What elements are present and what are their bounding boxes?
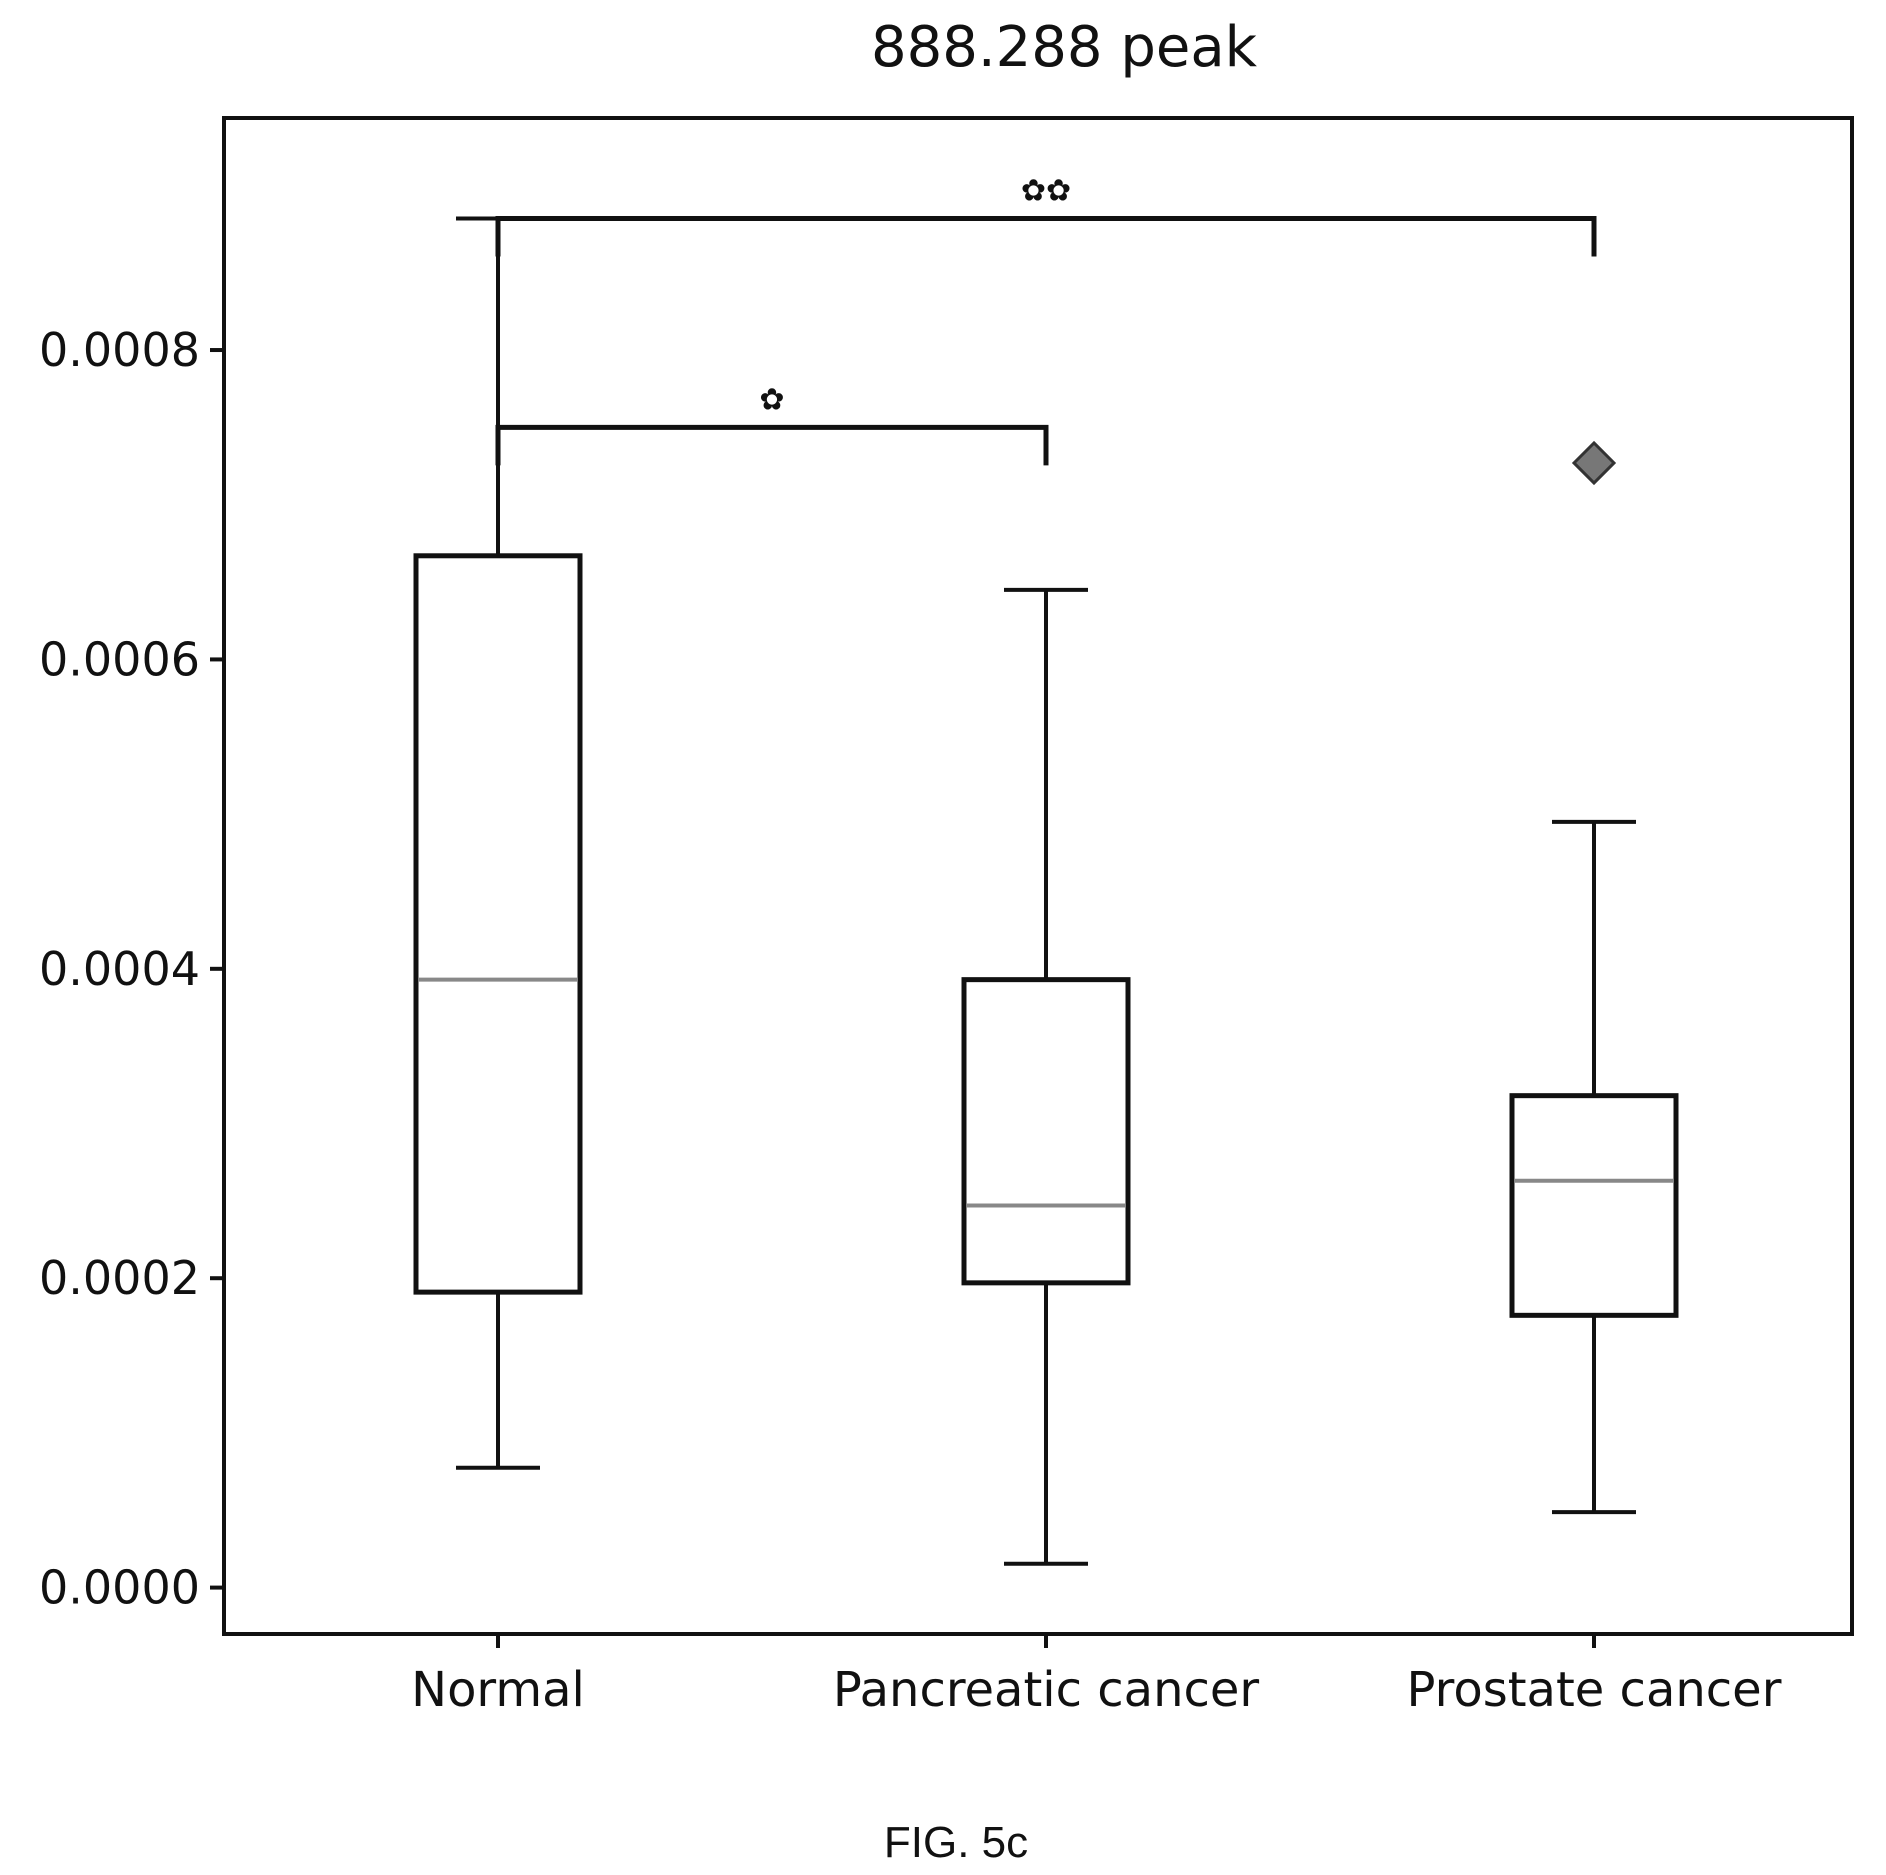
y-tick-label: 0.0004 — [39, 942, 200, 996]
significance-bracket: ✿✿ — [495, 174, 1597, 257]
y-tick-label: 0.0000 — [39, 1561, 200, 1615]
y-tick-label: 0.0002 — [39, 1251, 200, 1305]
bracket-line — [495, 216, 1597, 257]
figure-caption: FIG. 5c — [884, 1818, 1028, 1867]
y-axis: 0.0000 0.0002 0.0004 0.0006 0.0008 — [39, 323, 224, 1615]
box-group — [1509, 440, 1679, 1515]
box-group — [961, 587, 1131, 1566]
x-tick-label: Normal — [411, 1662, 585, 1718]
significance-brackets: ✿✿✿ — [495, 174, 1597, 466]
significance-bracket: ✿ — [495, 382, 1049, 466]
box — [961, 977, 1131, 1286]
outlier-point — [1571, 440, 1617, 486]
x-tick-label: Pancreatic cancer — [833, 1662, 1260, 1718]
x-tick-label: Prostate cancer — [1407, 1662, 1782, 1718]
box — [1509, 1093, 1679, 1318]
y-tick-label: 0.0008 — [39, 323, 200, 377]
box — [413, 553, 583, 1295]
bracket-line — [495, 424, 1049, 466]
significance-label: ✿✿ — [1021, 174, 1071, 209]
x-axis: Normal Pancreatic cancer Prostate cancer — [411, 1634, 1782, 1718]
significance-label: ✿ — [759, 382, 784, 417]
y-tick-label: 0.0006 — [39, 632, 200, 686]
chart-title: 888.288 peak — [871, 15, 1258, 80]
box-series — [413, 216, 1679, 1566]
box-group — [413, 216, 583, 1470]
plot-frame — [222, 116, 1854, 1636]
